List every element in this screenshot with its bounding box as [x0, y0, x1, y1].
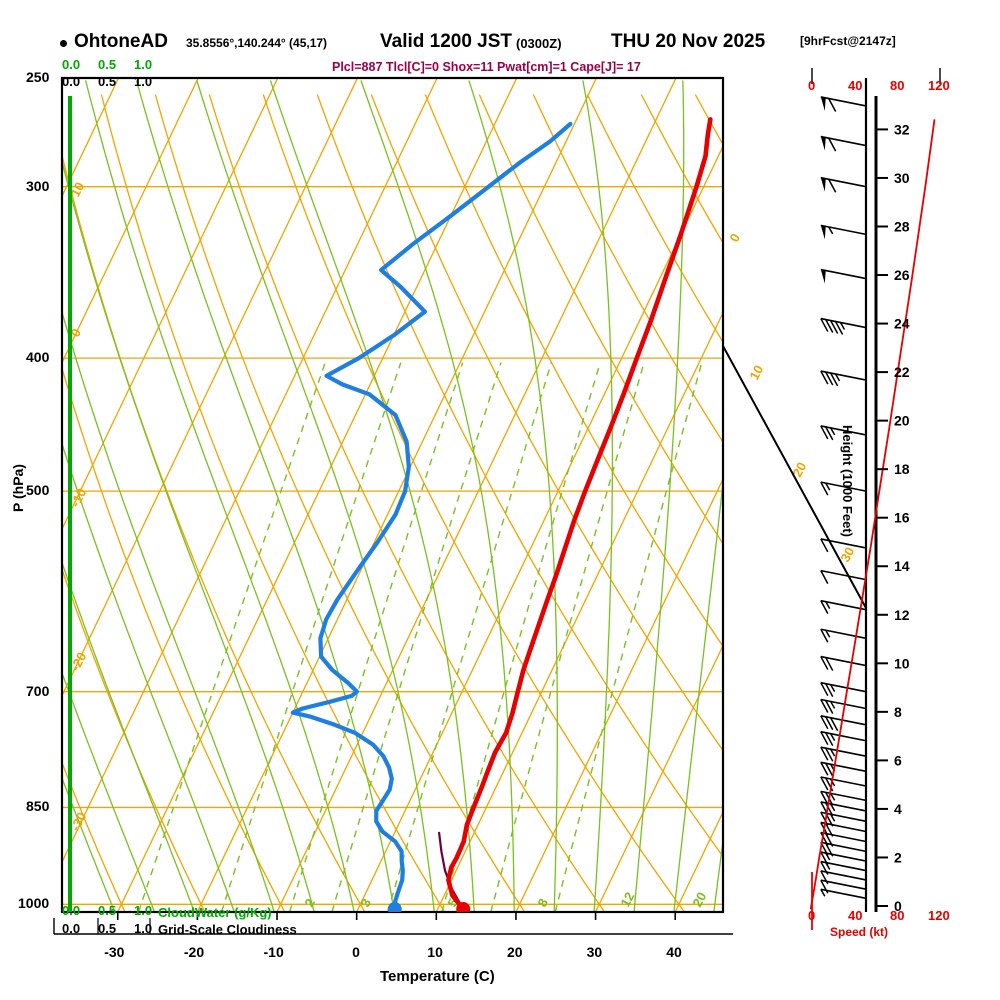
svg-text:0: 0: [726, 231, 743, 244]
cloudiness-tick-label-bottom: 1.0: [134, 921, 153, 936]
pressure-tick-label: 700: [26, 682, 50, 699]
cloudwater-tick-label-top: 0.5: [98, 57, 117, 72]
svg-text:8: 8: [534, 896, 551, 909]
temperature-tick-label: 20: [506, 944, 523, 960]
svg-text:12: 12: [894, 607, 910, 623]
cloudwater-tick-label-bottom: 1.0: [134, 903, 153, 918]
mixing-ratio-label-group: 2 3 5 8 12 20: [301, 890, 709, 910]
pressure-axis-label: P (hPa): [10, 464, 26, 512]
pressure-tick-label: 300: [26, 177, 50, 194]
pressure-tick-label: 400: [26, 349, 50, 366]
speed-tick-label-bottom: 0: [808, 908, 816, 923]
speed-tick-label-top: 80: [890, 78, 905, 93]
temperature-tick-label: 40: [666, 944, 682, 960]
temperature-tick-label: -30: [104, 944, 125, 960]
pressure-tick-label: 1000: [18, 895, 50, 912]
cloudwater-axis-label: CloudWater (g/Kg): [158, 905, 272, 920]
svg-text:20: 20: [894, 413, 910, 429]
pressure-tick-label: 500: [26, 482, 50, 499]
temperature-tick-label: 30: [586, 944, 603, 960]
svg-text:30: 30: [837, 545, 857, 565]
svg-text:30: 30: [894, 170, 910, 186]
svg-text:12: 12: [617, 890, 637, 910]
temperature-tick-label: -10: [263, 944, 284, 960]
cloudiness-tick-label-bottom: 0.5: [98, 921, 117, 936]
station-coords: 35.8556°,140.244° (45,17): [186, 36, 328, 50]
height-trace: [809, 119, 936, 930]
svg-text:0: 0: [894, 898, 902, 914]
svg-text:32: 32: [894, 121, 910, 137]
cloudiness-tick-label-top: 0.5: [98, 74, 117, 89]
cloudiness-tick-label-top: 1.0: [134, 74, 153, 89]
speed-tick-label-bottom: 80: [890, 908, 905, 923]
svg-text:6: 6: [894, 752, 902, 768]
svg-text:3: 3: [357, 896, 374, 909]
svg-text:14: 14: [894, 558, 910, 574]
svg-text:22: 22: [894, 364, 910, 380]
temperature-tick-label: -20: [183, 944, 205, 960]
svg-text:24: 24: [894, 316, 910, 332]
station-name: OhtoneAD: [74, 31, 168, 52]
cloudwater-tick-label-bottom: 0.0: [62, 903, 81, 918]
valid-time-utc: (0300Z): [516, 36, 562, 51]
parcel-trace: [438, 831, 465, 911]
isotherm-grid: [62, 78, 723, 912]
speed-axis-label: Speed (kt): [830, 925, 889, 939]
cloudwater-tick-label-top: 1.0: [134, 57, 153, 72]
pressure-tick-label: 850: [26, 798, 50, 815]
svg-text:10: 10: [894, 655, 910, 671]
speed-tick-label-top: 40: [848, 78, 863, 93]
svg-text:10: 10: [67, 180, 87, 200]
cloudiness-tick-label-bottom: 0.0: [62, 921, 81, 936]
speed-tick-label-bottom: 40: [848, 908, 863, 923]
speed-tick-label-top: 120: [928, 78, 950, 93]
temperature-tick-label: 10: [427, 944, 443, 960]
svg-text:8: 8: [894, 704, 902, 720]
cloudiness-tick-label-top: 0.0: [62, 74, 81, 89]
svg-text:18: 18: [894, 461, 910, 477]
temperature-trace: [446, 117, 713, 912]
moist-adiabat-grid: [62, 80, 723, 912]
dewpoint-trace: [290, 121, 573, 912]
forecast-stamp: [9hrFcst@2147z]: [800, 34, 896, 48]
svg-text:10: 10: [746, 363, 766, 383]
dry-adiabat-grid: [62, 94, 723, 912]
svg-text:16: 16: [894, 510, 910, 526]
speed-tick-label-bottom: 120: [928, 908, 950, 923]
station-dot-icon: [60, 40, 67, 47]
temperature-tick-label: 0: [352, 944, 360, 960]
svg-text:2: 2: [894, 849, 902, 865]
cloudiness-axis-label: Grid-Scale Cloudiness: [158, 922, 297, 937]
svg-text:20: 20: [689, 890, 709, 910]
cloudwater-tick-label-top: 0.0: [62, 57, 81, 72]
svg-text:4: 4: [894, 801, 902, 817]
valid-date: THU 20 Nov 2025: [611, 31, 766, 52]
svg-text:28: 28: [894, 218, 910, 234]
temperature-axis-label: Temperature (C): [380, 968, 495, 985]
svg-text:20: 20: [789, 460, 809, 480]
svg-text:26: 26: [894, 267, 910, 283]
sounding-parameters: Plcl=887 Tlcl[C]=0 Shox=11 Pwat[cm]=1 Ca…: [332, 60, 641, 74]
valid-time: Valid 1200 JST: [380, 31, 513, 52]
pressure-tick-label: 250: [26, 69, 50, 85]
cloudwater-tick-label-bottom: 0.5: [98, 903, 117, 918]
mixing-ratio-grid: [137, 362, 703, 912]
speed-tick-label-top: 0: [808, 78, 816, 93]
surface-markers: [387, 902, 471, 912]
height-axis-label: Height (1000 Feet): [840, 425, 855, 537]
